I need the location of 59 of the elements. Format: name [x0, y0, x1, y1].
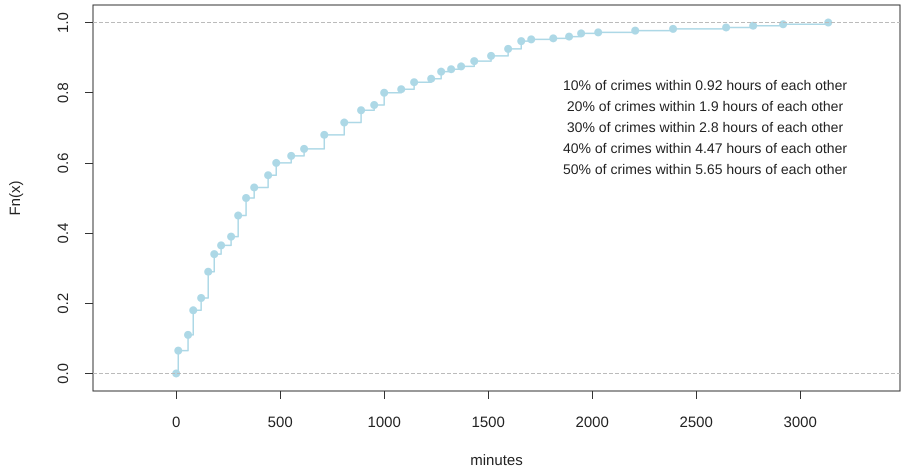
- x-tick-label: 3000: [783, 414, 817, 431]
- point: [210, 250, 218, 258]
- point: [457, 62, 466, 70]
- point: [204, 268, 212, 276]
- point: [427, 74, 436, 83]
- point: [357, 106, 366, 114]
- y-tick-label: 0.4: [55, 222, 72, 244]
- point: [174, 346, 182, 355]
- point: [234, 212, 242, 220]
- point: [669, 24, 678, 33]
- x-tick-label: 0: [172, 414, 180, 431]
- y-axis-title: Fn(x): [7, 180, 24, 216]
- point: [340, 118, 348, 127]
- x-tick-label: 500: [268, 414, 293, 431]
- point: [227, 232, 236, 241]
- point: [250, 183, 258, 192]
- point: [527, 35, 536, 44]
- point: [264, 171, 272, 180]
- point: [397, 85, 406, 94]
- annotation: 40% of crimes within 4.47 hours of each other: [562, 140, 848, 156]
- point: [565, 32, 574, 41]
- point: [370, 101, 378, 110]
- point: [722, 23, 730, 32]
- annotation: 20% of crimes within 1.9 hours of each other: [566, 98, 844, 114]
- x-tick-label: 1000: [368, 414, 401, 431]
- point: [217, 241, 226, 250]
- point: [287, 152, 296, 160]
- annotation: 30% of crimes within 2.8 hours of each other: [566, 119, 844, 135]
- point: [184, 330, 192, 339]
- annotation: 50% of crimes within 5.65 hours of each other: [562, 161, 848, 177]
- point: [549, 34, 558, 42]
- annotation: 10% of crimes within 0.92 hours of each other: [562, 77, 848, 93]
- x-tick-label: 2500: [679, 414, 713, 431]
- y-tick-label: 0.8: [55, 82, 72, 104]
- point: [300, 144, 308, 153]
- point: [272, 158, 280, 167]
- y-tick-label: 0.0: [55, 363, 72, 384]
- point: [447, 65, 456, 74]
- x-axis-title: minutes: [470, 452, 523, 469]
- point: [189, 306, 198, 314]
- point: [380, 88, 388, 97]
- point: [410, 78, 418, 86]
- y-tick-label: 0.2: [55, 292, 72, 314]
- x-tick-label: 2000: [575, 414, 609, 431]
- point: [631, 26, 640, 35]
- y-tick-label: 1.0: [55, 12, 72, 33]
- x-tick-label: 1500: [471, 414, 505, 431]
- point: [504, 44, 512, 53]
- point: [487, 52, 496, 60]
- y-tick-label: 0.6: [55, 152, 72, 174]
- point: [437, 68, 446, 76]
- point: [577, 29, 586, 38]
- point: [749, 22, 758, 30]
- point: [197, 294, 206, 302]
- point: [594, 28, 602, 36]
- point: [320, 130, 328, 139]
- point: [517, 37, 526, 46]
- point: [470, 57, 478, 66]
- point: [242, 194, 250, 202]
